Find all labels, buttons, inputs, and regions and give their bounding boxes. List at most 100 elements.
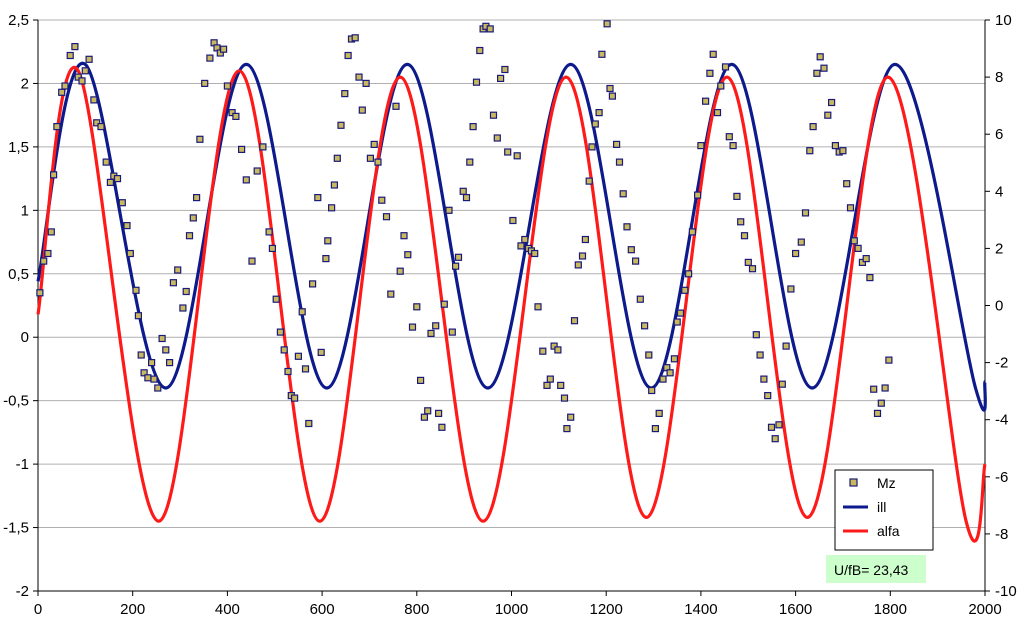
point-mz — [358, 106, 366, 114]
left-tick-label: 1 — [21, 202, 29, 219]
point-mz — [676, 309, 685, 317]
legend: Mz ill alfa — [834, 469, 934, 551]
point-mz — [137, 351, 145, 359]
legend-label-alfa: alfa — [877, 523, 900, 539]
point-mz — [612, 140, 621, 148]
x-tick-label: 1400 — [684, 601, 717, 618]
point-mz — [885, 356, 893, 364]
point-mz — [550, 342, 558, 350]
point-mz — [154, 384, 162, 392]
point-mz — [623, 223, 631, 231]
legend-label-mz: Mz — [877, 475, 896, 491]
point-mz — [242, 176, 250, 184]
point-mz — [298, 308, 306, 316]
point-mz — [93, 119, 101, 127]
point-mz — [469, 122, 477, 131]
point-mz — [36, 289, 44, 297]
point-mz — [417, 376, 425, 384]
point-mz — [193, 194, 201, 202]
left-tick-label: 2 — [21, 75, 29, 92]
point-mz — [280, 346, 288, 354]
point-mz — [563, 425, 571, 433]
point-mz — [333, 154, 341, 162]
point-mz — [820, 64, 828, 72]
point-mz — [688, 228, 697, 236]
point-mz — [448, 328, 456, 336]
point-mz — [387, 290, 395, 298]
left-axis-ticks: -2 -1,5 -1 -0,5 0 0,5 1 1,5 2 2,5 — [3, 12, 38, 600]
right-tick-label: -10 — [995, 583, 1017, 600]
point-mz — [132, 286, 140, 294]
right-tick-label: -4 — [995, 412, 1008, 429]
point-mz — [509, 216, 517, 225]
point-mz — [330, 181, 338, 189]
series-line-alfa — [36, 65, 987, 543]
point-mz — [284, 367, 292, 376]
point-mz — [581, 235, 590, 244]
point-mz — [619, 190, 627, 198]
point-mz — [427, 329, 435, 337]
point-mz — [424, 407, 432, 415]
left-tick-label: 2,5 — [8, 12, 29, 29]
point-mz — [232, 112, 240, 121]
right-tick-label: 2 — [995, 240, 1003, 257]
legend-label-ill: ill — [877, 499, 886, 515]
point-mz — [681, 286, 689, 294]
point-mz — [877, 399, 885, 407]
point-mz — [276, 328, 284, 336]
x-axis-ticks: 0 200 400 600 800 1000 1200 1400 1600 1800 2000 — [34, 591, 1002, 618]
point-mz — [61, 82, 69, 90]
left-tick-label: -0,5 — [3, 393, 29, 410]
point-mz — [123, 222, 131, 230]
point-mz — [866, 274, 874, 282]
legend-marker-mz — [849, 478, 858, 487]
point-mz — [725, 133, 733, 141]
point-mz — [813, 69, 821, 77]
point-mz — [126, 249, 134, 258]
point-mz — [740, 232, 749, 240]
point-mz — [392, 102, 400, 110]
point-mz — [144, 374, 152, 382]
point-mz — [659, 375, 667, 383]
x-tick-label: 1200 — [590, 601, 623, 618]
right-tick-label: 4 — [995, 183, 1003, 200]
point-mz — [272, 295, 280, 303]
right-tick-label: -2 — [995, 355, 1008, 372]
point-mz — [344, 51, 352, 60]
x-tick-label: 1800 — [874, 601, 907, 618]
point-mz — [435, 409, 443, 417]
point-mz — [782, 342, 790, 350]
point-mz — [49, 171, 58, 179]
point-mz — [148, 359, 156, 367]
grid-lines — [38, 19, 985, 592]
point-mz — [574, 261, 582, 269]
point-mz — [228, 108, 236, 117]
annotation-background — [826, 555, 926, 583]
point-mz — [767, 423, 776, 431]
point-mz — [81, 67, 89, 75]
point-mz — [673, 318, 681, 326]
point-mz — [778, 380, 786, 388]
point-mz — [806, 147, 814, 155]
point-mz — [846, 204, 855, 212]
point-mz — [588, 143, 596, 151]
point-mz — [382, 213, 391, 221]
point-mz — [636, 295, 644, 303]
point-mz — [317, 348, 325, 356]
point-mz — [438, 423, 446, 431]
annotation-box: U/fB= 23,43 — [826, 555, 926, 583]
point-mz — [196, 135, 204, 143]
point-mz — [78, 77, 86, 85]
point-mz — [824, 111, 832, 119]
point-mz — [459, 187, 467, 195]
point-mz — [560, 394, 569, 402]
point-mz — [47, 228, 55, 236]
left-tick-label: -1 — [16, 456, 29, 473]
point-mz — [324, 237, 332, 245]
point-mz — [578, 252, 587, 260]
point-mz — [118, 199, 126, 207]
point-mz — [341, 89, 349, 98]
point-mz — [839, 147, 847, 155]
point-mz — [801, 209, 810, 217]
